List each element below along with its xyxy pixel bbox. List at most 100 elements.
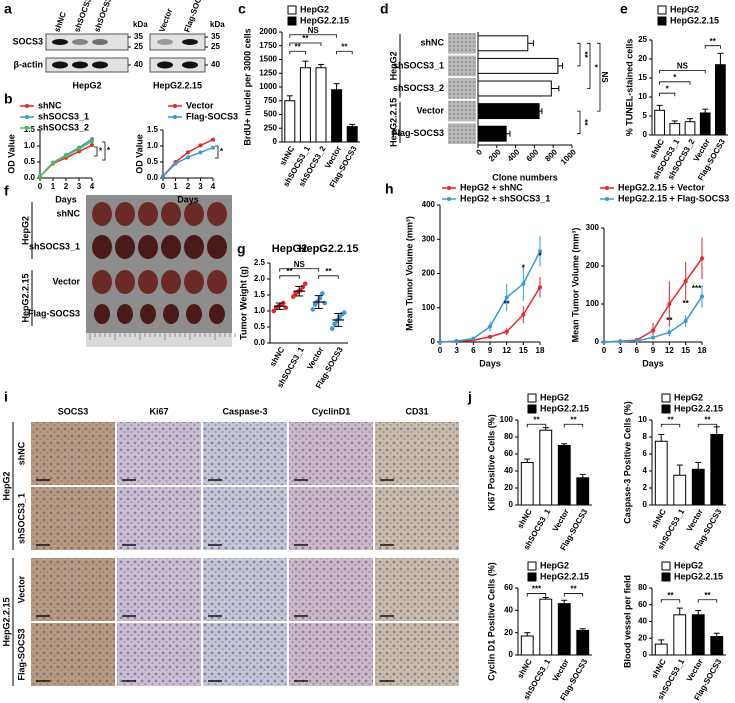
y-tick-label: 1500 — [259, 55, 277, 64]
group-label: HepG2.2.15 — [20, 273, 30, 322]
x-tick-label: 1 — [173, 182, 178, 191]
tumor — [138, 202, 158, 226]
significance-bracket — [659, 92, 676, 97]
x-tick-label: 15 — [519, 346, 528, 355]
band — [72, 61, 88, 69]
significance-label: ** — [286, 267, 293, 276]
micrograph-texture — [289, 422, 373, 485]
y-tick-label: 2 — [643, 483, 648, 492]
y-tick-label: 2000 — [259, 27, 277, 36]
bar — [673, 614, 687, 656]
y-tick-label: 0.0 — [24, 173, 36, 182]
y-tick-label: 250 — [264, 123, 278, 132]
significance-label: * — [220, 147, 224, 156]
data-point — [683, 319, 688, 324]
y-tick-label: 1000 — [259, 82, 277, 91]
micrograph-texture — [375, 558, 459, 621]
legend-label: HepG2 + shSOCS3_1 — [460, 193, 550, 203]
x-tick-label: 4 — [90, 182, 95, 191]
y-tick-label: 20 — [638, 633, 647, 642]
significance-bracket — [289, 50, 306, 55]
tumor — [138, 270, 158, 294]
legend-swatch — [527, 393, 537, 403]
colony-texture — [448, 123, 476, 144]
y-tick-label: 0.5 — [24, 157, 36, 166]
data-point — [64, 153, 68, 158]
data-point — [504, 329, 509, 334]
y-tick-label: shSOCS3_1 — [393, 60, 444, 70]
marker-label: 40 — [134, 60, 143, 69]
significance-bracket — [526, 423, 547, 428]
y-tick-label: 6 — [643, 449, 648, 458]
y-tick-label: 60 — [504, 449, 513, 458]
y-tick-label: 2.5 — [254, 258, 266, 267]
panel-label: h — [385, 181, 394, 197]
x-tick-label: 0 — [38, 182, 43, 191]
significance-bracket — [577, 110, 581, 135]
y-tick-label: 400 — [422, 200, 436, 209]
data-point — [51, 160, 55, 165]
x-tick-label: shNC — [268, 345, 286, 368]
row-label: Flag-SOCS3 — [16, 628, 26, 680]
marker-label: 35 — [211, 32, 220, 41]
panel-label: f — [4, 183, 9, 199]
row-label: Vector — [52, 276, 80, 286]
micrograph-texture — [31, 623, 115, 686]
x-tick-label: Vector — [305, 346, 325, 372]
x-tick-label: 9 — [488, 346, 493, 355]
tumor — [207, 202, 227, 226]
tumor — [184, 202, 204, 226]
legend-swatch — [657, 16, 667, 26]
marker-label: 25 — [211, 42, 220, 51]
data-point — [312, 302, 318, 307]
x-tick-label: 6 — [634, 346, 639, 355]
data-point — [602, 340, 606, 344]
micrograph-texture — [117, 487, 201, 550]
marker-label: 35 — [134, 32, 143, 41]
data-point — [634, 338, 639, 343]
x-tick-label: 12 — [665, 346, 674, 355]
legend-label: HepG2 — [674, 392, 703, 402]
blot-caption: HepG2.2.15 — [153, 80, 202, 90]
group-title: HepG2.2.15 — [299, 243, 359, 255]
y-axis-title: Ki67 Positive Cells (%) — [486, 414, 496, 511]
column-label: CD31 — [405, 406, 428, 416]
row-label: Flag-SOCS3 — [28, 308, 80, 318]
legend-swatch — [661, 404, 671, 414]
data-point — [521, 312, 526, 317]
significance-label: NS — [600, 72, 609, 84]
legend-label: HepG2.2.15 + Vector — [618, 182, 705, 192]
y-tick-label: 1.5 — [24, 125, 36, 134]
data-point — [186, 150, 190, 155]
band — [157, 61, 173, 69]
significance-label: ** — [570, 585, 577, 594]
colony-texture — [448, 33, 476, 54]
x-tick-label: shNC — [650, 507, 668, 530]
legend-label: HepG2.2.15 — [670, 15, 719, 25]
x-axis-title: Clone numbers — [492, 172, 558, 182]
micrograph-texture — [203, 558, 287, 621]
lane-label: Flag-SOCS3 — [182, 0, 206, 33]
significance-label: ** — [580, 51, 589, 58]
legend-swatch — [287, 16, 297, 26]
micrograph-texture — [203, 487, 287, 550]
group-label: HepG2 — [1, 471, 11, 500]
data-point — [198, 143, 203, 148]
significance-label: ** — [667, 591, 674, 600]
micrograph-texture — [203, 623, 287, 686]
blot-membrane — [45, 33, 129, 51]
group-label: HepG2 — [20, 216, 30, 245]
data-point — [77, 146, 81, 151]
legend-label: HepG2 + shNC — [460, 182, 523, 192]
y-tick-label: 60 — [504, 583, 513, 592]
micrograph-texture — [203, 422, 287, 485]
unit-label: kDa — [133, 20, 148, 29]
tumor — [184, 270, 204, 294]
tumor — [140, 304, 156, 324]
legend-label: HepG2.2.15 — [674, 571, 723, 581]
y-tick-label: 0.0 — [254, 338, 266, 347]
significance-bracket — [279, 268, 320, 272]
legend-swatch — [661, 393, 671, 403]
x-tick-label: 18 — [536, 346, 545, 355]
y-tick-label: 100 — [500, 415, 514, 424]
